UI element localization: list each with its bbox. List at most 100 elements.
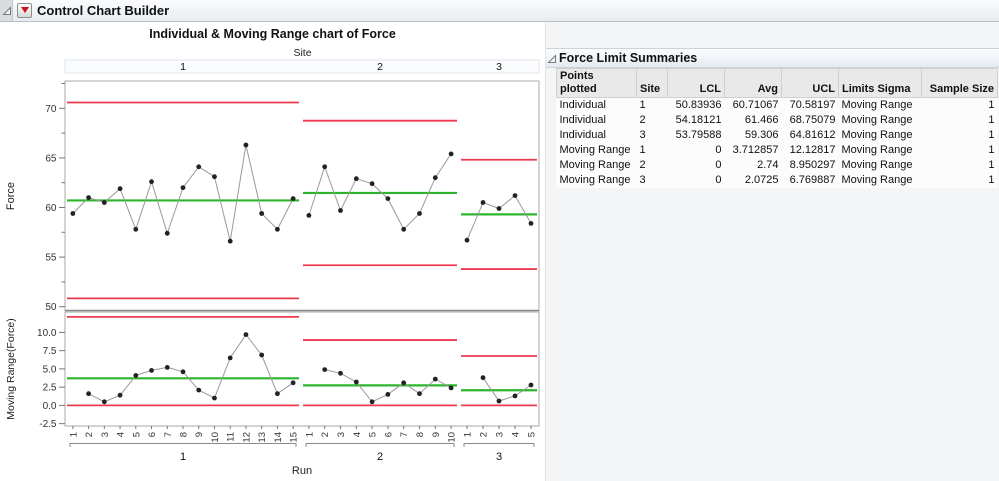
data-point[interactable]: [353, 176, 359, 182]
data-point[interactable]: [448, 385, 454, 391]
window-title: Control Chart Builder: [37, 3, 170, 18]
data-point[interactable]: [322, 367, 328, 372]
force-tick-label: 60: [45, 203, 57, 214]
table-cell: 0: [715, 159, 722, 172]
data-point[interactable]: [480, 200, 486, 205]
table-row[interactable]: Individual 3 53.79588 59.306 64.81612 Moving …: [557, 128, 998, 143]
data-point[interactable]: [512, 193, 518, 199]
data-point[interactable]: [180, 185, 186, 191]
group-label: 1: [180, 451, 186, 463]
run-tick-label: 5: [131, 432, 142, 437]
data-point[interactable]: [101, 200, 107, 205]
data-point[interactable]: [464, 237, 470, 243]
mr-tick-label: 10.0: [37, 328, 57, 339]
data-point[interactable]: [227, 238, 233, 244]
table-cell: 1: [988, 99, 995, 112]
data-point[interactable]: [86, 195, 91, 201]
table-header-cell: Site: [636, 67, 668, 99]
run-tick-label: 9: [431, 432, 442, 437]
summary-panel: Force Limit Summaries Points plotted Site…: [545, 22, 999, 481]
table-row[interactable]: Moving Range 2 0 2.74 8.950297 Moving Range 1: [557, 158, 998, 173]
data-point[interactable]: [212, 395, 217, 401]
table-cell: 60.71067: [732, 99, 779, 112]
data-point[interactable]: [528, 382, 534, 388]
table-cell: 3: [639, 174, 646, 187]
force-tick-label: 50: [45, 302, 57, 313]
data-point[interactable]: [496, 398, 502, 404]
data-point[interactable]: [290, 196, 296, 202]
data-point[interactable]: [86, 391, 91, 397]
run-tick-label: 12: [241, 432, 252, 443]
data-point[interactable]: [70, 211, 76, 216]
summary-disclosure-triangle-icon[interactable]: [547, 54, 557, 64]
data-point[interactable]: [322, 164, 328, 170]
data-point[interactable]: [369, 399, 375, 405]
table-row[interactable]: Individual 1 50.83936 60.71067 70.58197 Movin…: [557, 98, 998, 114]
data-point[interactable]: [149, 368, 154, 373]
table-row[interactable]: Moving Range 3 0 2.0725 6.769887 Moving Range…: [557, 173, 998, 188]
data-point[interactable]: [243, 142, 249, 148]
data-point[interactable]: [290, 380, 296, 386]
data-point[interactable]: [275, 391, 280, 397]
table-row[interactable]: Individual 2 54.18121 61.466 68.75079 Moving …: [557, 113, 998, 128]
data-point[interactable]: [401, 226, 407, 232]
data-point[interactable]: [117, 392, 123, 398]
data-point[interactable]: [180, 369, 186, 375]
data-point[interactable]: [306, 213, 312, 218]
data-point[interactable]: [417, 211, 422, 216]
data-point[interactable]: [149, 179, 154, 185]
data-point[interactable]: [528, 221, 534, 226]
data-point[interactable]: [243, 332, 249, 337]
data-point[interactable]: [259, 352, 265, 358]
data-point[interactable]: [369, 181, 375, 187]
data-point[interactable]: [432, 175, 438, 181]
table-cell: 53.79588: [675, 129, 722, 142]
run-tick-label: 3: [495, 432, 506, 437]
table-cell: 61.466: [744, 114, 779, 127]
table-row[interactable]: Moving Range 1 0 3.712857 12.12817 Moving Ran…: [557, 143, 998, 158]
data-point[interactable]: [259, 211, 265, 216]
data-point[interactable]: [338, 370, 343, 376]
table-cell: 50.83936: [675, 99, 722, 112]
table-cell: Moving Range: [841, 144, 913, 157]
data-point[interactable]: [101, 399, 107, 405]
data-point[interactable]: [448, 151, 454, 157]
table-cell: Moving Range: [559, 144, 631, 157]
data-point[interactable]: [212, 174, 217, 180]
data-point[interactable]: [164, 230, 170, 236]
data-point[interactable]: [432, 376, 438, 382]
table-cell: Individual: [559, 114, 606, 127]
run-tick-label: 2: [479, 432, 490, 437]
report-content: Individual & Moving Range chart of Force…: [0, 22, 999, 481]
data-point[interactable]: [338, 208, 343, 213]
data-point[interactable]: [196, 164, 202, 170]
data-point[interactable]: [496, 206, 502, 211]
table-cell: Moving Range: [559, 174, 631, 187]
red-triangle-menu-button[interactable]: [17, 3, 32, 18]
data-point[interactable]: [164, 365, 170, 370]
data-point[interactable]: [227, 355, 233, 361]
table-cell: 12.12817: [789, 144, 836, 157]
table-cell: Moving Range: [841, 114, 913, 127]
disclosure-triangle-icon[interactable]: [2, 6, 12, 16]
data-point[interactable]: [512, 393, 518, 399]
data-point[interactable]: [196, 387, 202, 393]
imr-chart[interactable]: 1 2 3706560555010.07.55.02.50.0-2.5ForceMo…: [0, 58, 545, 481]
data-point[interactable]: [417, 391, 422, 397]
group-bracket: [463, 443, 535, 447]
data-point[interactable]: [480, 375, 486, 381]
data-point[interactable]: [401, 380, 407, 386]
group-bracket: [69, 443, 297, 447]
data-point[interactable]: [385, 392, 391, 397]
run-axis-title: Run: [292, 465, 312, 477]
data-point[interactable]: [275, 226, 280, 232]
data-point[interactable]: [117, 186, 123, 192]
data-point[interactable]: [385, 196, 391, 202]
data-point[interactable]: [133, 226, 139, 232]
run-tick-label: 9: [194, 432, 205, 437]
data-point[interactable]: [353, 379, 359, 385]
facet-axis-label: Site: [293, 47, 312, 59]
run-tick-label: 3: [336, 432, 347, 437]
data-point[interactable]: [133, 373, 139, 378]
table-header-cell: LCL: [667, 67, 725, 99]
